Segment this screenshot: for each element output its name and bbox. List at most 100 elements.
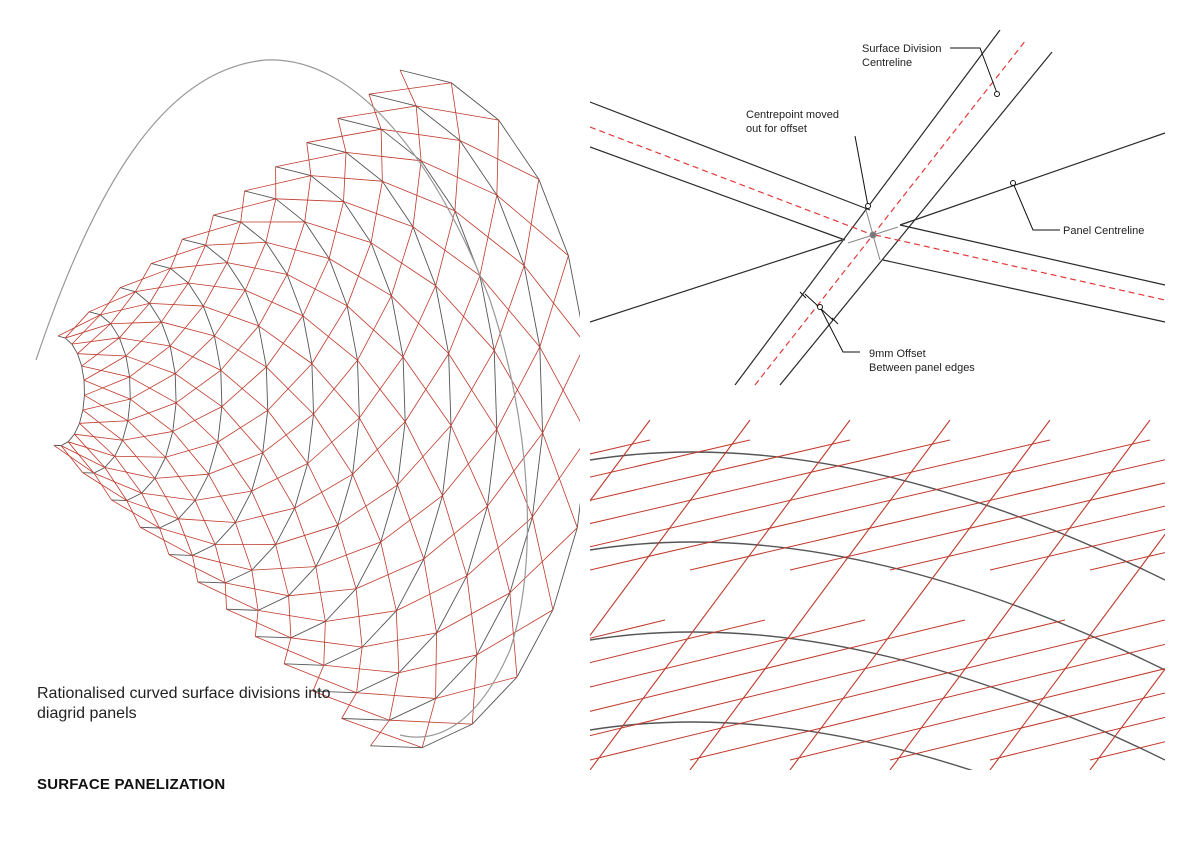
closeup-diagonal <box>689 459 1165 571</box>
ring-edge <box>81 365 85 381</box>
diagonal-edge <box>71 337 120 345</box>
diagonal-edge <box>509 592 518 678</box>
closeup-diagonal <box>590 439 1051 548</box>
diagonal-edge <box>283 663 357 694</box>
closeup-ring <box>590 721 973 770</box>
diagonal-edge <box>226 608 292 639</box>
ring-edge <box>552 527 578 610</box>
ring-edge <box>312 690 357 694</box>
diagonal-edge <box>99 287 121 316</box>
diagonal-edge <box>82 472 127 501</box>
ring-edge <box>226 608 259 611</box>
ring-edge <box>390 295 404 358</box>
diagonal-edge <box>304 175 312 222</box>
ring-edge <box>325 588 357 622</box>
diagonal-edge <box>168 554 226 584</box>
leader-offset <box>819 306 860 353</box>
closeup-diagonal <box>590 619 1165 761</box>
diagonal-edge <box>313 413 353 475</box>
diagonal-edge <box>355 558 424 590</box>
diagonal-edge <box>81 365 130 378</box>
diagonal-edge <box>523 265 580 338</box>
diagonal-edge <box>154 478 179 520</box>
diagonal-edge <box>542 432 578 528</box>
diagonal-edge <box>337 524 357 589</box>
diagonal-edge <box>313 360 358 415</box>
diagonal-edge <box>104 467 128 501</box>
diagonal-edge <box>487 432 543 507</box>
diagonal-edge <box>532 448 580 518</box>
diagonal-edge <box>187 245 206 284</box>
diagonal-edge <box>175 369 222 404</box>
ring-edge <box>127 399 131 421</box>
diagonal-edge <box>307 417 360 464</box>
diagonal-edge <box>151 244 206 264</box>
diagonal-edge <box>122 431 173 441</box>
diagonal-edge <box>370 719 390 747</box>
diagonal-edge <box>203 305 259 327</box>
diagonal-edge <box>275 152 347 168</box>
diagonal-edge <box>382 180 456 212</box>
ring-edge <box>111 499 127 501</box>
ring-edge <box>244 190 276 200</box>
diagonal-edge <box>258 274 288 327</box>
ring-edge <box>251 452 264 492</box>
diagonal-edge <box>341 718 423 749</box>
panel-edge-upper-left-bottom <box>590 146 846 241</box>
panel-centreline-left <box>590 126 874 236</box>
ring-edge <box>234 490 253 523</box>
ring-edge <box>110 323 120 339</box>
ring-edge <box>160 321 171 347</box>
ring-edge <box>315 524 339 567</box>
ring-edge <box>141 478 156 494</box>
ring-edge <box>225 569 253 584</box>
diagonal-edge <box>161 282 189 323</box>
strip-edge-right <box>779 51 1053 386</box>
ring-edge <box>255 636 291 639</box>
ring-edge <box>415 105 461 141</box>
diagonal-edge <box>283 637 292 664</box>
diagonal-edge <box>286 221 306 275</box>
diagonal-edge <box>450 350 495 426</box>
ring-edge <box>213 214 241 223</box>
diagonal-edge <box>311 305 348 364</box>
diagonal-edge <box>178 518 236 523</box>
diagonal-edge <box>312 665 325 692</box>
diagonal-edge <box>471 654 478 725</box>
diagonal-edge <box>368 94 382 130</box>
closeup-diagonal <box>590 619 1066 737</box>
diagonal-edge <box>197 581 259 611</box>
diagonal-edge <box>346 242 372 306</box>
diagonal-edge <box>345 151 422 162</box>
diagonal-edge <box>493 265 525 351</box>
diagonal-edge <box>306 142 312 176</box>
closeup-diagonal <box>590 619 666 639</box>
ring-edge <box>77 353 83 367</box>
ring-edge <box>493 350 498 430</box>
ring-edge <box>174 373 177 403</box>
ring-edge <box>459 140 498 196</box>
diagonal-edge <box>448 275 481 354</box>
closeup-mesh <box>590 420 1165 770</box>
diagonal-edge <box>188 282 246 291</box>
diagonal-edge <box>496 120 500 196</box>
diagonal-edge <box>79 420 128 424</box>
diagonal-edge <box>226 221 242 263</box>
diagonal-edge <box>435 676 518 699</box>
diagonal-edge <box>539 255 569 348</box>
diagonal-edge <box>389 719 473 725</box>
diagonal-edge <box>487 506 511 593</box>
ring-edge <box>197 581 226 584</box>
ring-edge <box>472 676 518 725</box>
diagonal-edge <box>302 315 358 361</box>
ring-edge <box>214 522 236 545</box>
diagonal-edge <box>337 105 417 119</box>
ring-edge <box>202 305 215 337</box>
diagonal-edge <box>71 314 101 345</box>
diagonal-edge <box>531 516 554 610</box>
diagonal-edge <box>88 291 136 313</box>
diagonal-edge <box>141 492 160 529</box>
ring-edge <box>381 180 414 228</box>
panel-edge-lower-left <box>590 239 843 323</box>
diagonal-edge <box>442 495 468 577</box>
